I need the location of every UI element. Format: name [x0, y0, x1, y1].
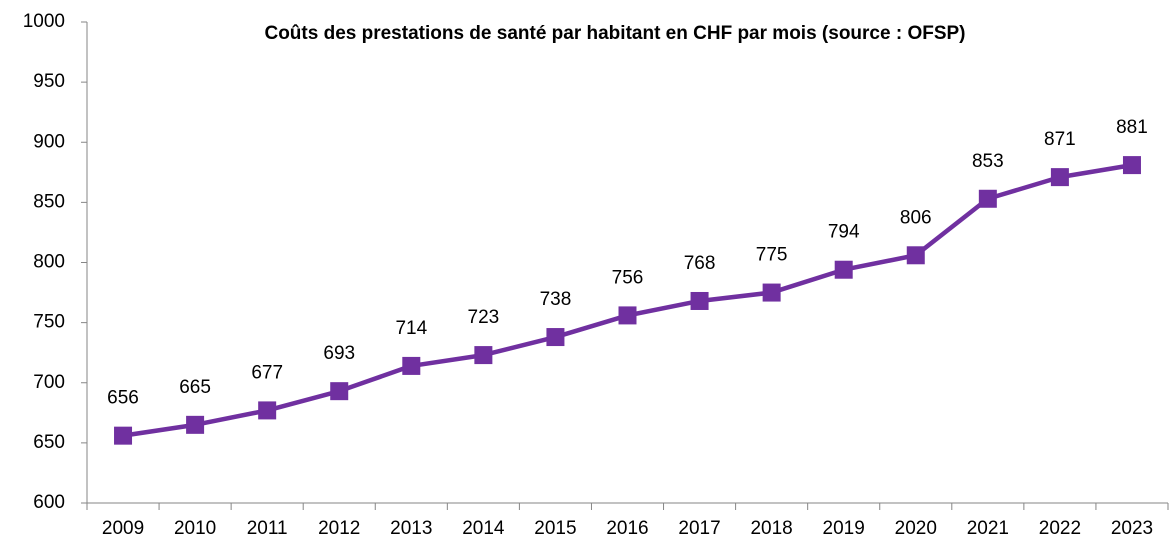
y-tick-label: 1000: [23, 11, 65, 32]
x-tick-label: 2021: [967, 518, 1009, 539]
y-tick-label: 850: [33, 191, 65, 212]
data-label: 656: [107, 388, 139, 409]
y-tick-label: 800: [33, 252, 65, 273]
data-label: 714: [395, 318, 427, 339]
marker: [330, 382, 349, 401]
x-tick-label: 2023: [1111, 518, 1153, 539]
data-label: 677: [251, 362, 283, 383]
data-label: 871: [1044, 129, 1076, 150]
x-tick-label: 2018: [750, 518, 792, 539]
data-label: 693: [323, 343, 355, 364]
marker: [114, 426, 133, 445]
x-tick-label: 2016: [606, 518, 648, 539]
y-tick-label: 900: [33, 131, 65, 152]
marker: [978, 189, 997, 208]
chart-title: Coûts des prestations de santé par habit…: [264, 23, 965, 44]
x-tick-label: 2015: [534, 518, 576, 539]
y-tick-label: 650: [33, 432, 65, 453]
data-label: 881: [1116, 117, 1148, 138]
x-tick-label: 2022: [1039, 518, 1081, 539]
marker: [1122, 156, 1141, 175]
x-tick-label: 2013: [390, 518, 432, 539]
x-tick-label: 2017: [678, 518, 720, 539]
data-label: 853: [972, 151, 1004, 172]
x-tick-label: 2012: [318, 518, 360, 539]
marker: [186, 415, 205, 434]
x-tick-label: 2009: [102, 518, 144, 539]
marker: [1050, 168, 1069, 187]
x-tick-label: 2020: [895, 518, 937, 539]
x-tick-label: 2011: [247, 518, 288, 539]
marker: [618, 306, 637, 325]
data-label: 723: [468, 307, 500, 328]
data-label: 794: [828, 222, 860, 243]
marker: [402, 356, 421, 375]
y-tick-label: 750: [33, 312, 65, 333]
data-label: 768: [684, 253, 716, 274]
data-label: 775: [756, 245, 788, 266]
data-label: 665: [179, 377, 211, 398]
marker: [762, 283, 781, 302]
x-tick-label: 2014: [462, 518, 505, 539]
x-tick-label: 2019: [823, 518, 865, 539]
marker: [258, 401, 277, 420]
y-tick-label: 700: [33, 372, 65, 393]
y-tick-label: 950: [33, 71, 65, 92]
marker: [690, 291, 709, 310]
x-tick-label: 2010: [174, 518, 216, 539]
data-label: 738: [540, 289, 572, 310]
data-label: 756: [612, 267, 644, 288]
data-label: 806: [900, 207, 932, 228]
marker: [906, 246, 925, 265]
marker: [834, 260, 853, 279]
marker: [546, 328, 565, 347]
y-tick-label: 600: [33, 492, 65, 513]
marker: [474, 346, 493, 365]
